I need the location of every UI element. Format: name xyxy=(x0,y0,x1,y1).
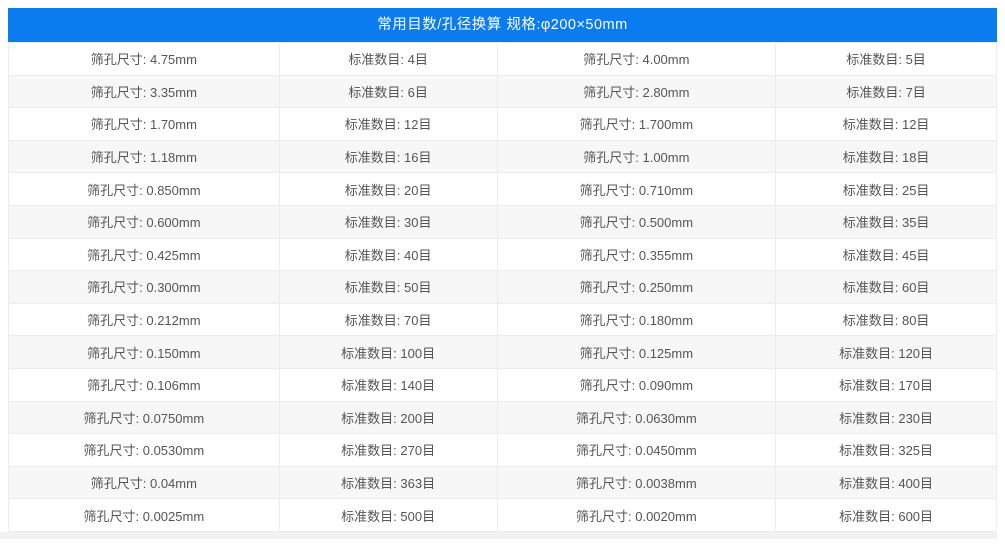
sieve-size-cell: 筛孔尺寸: 1.700mm xyxy=(496,107,777,141)
sieve-size-cell: 筛孔尺寸: 0.04mm xyxy=(8,465,280,500)
table-row: 筛孔尺寸: 0.0025mm 标准数目: 500目 筛孔尺寸: 0.0020mm… xyxy=(8,498,997,532)
sieve-size-cell: 筛孔尺寸: 0.0020mm xyxy=(496,498,777,532)
mesh-count-cell: 标准数目: 7目 xyxy=(775,74,997,109)
mesh-count-cell: 标准数目: 45目 xyxy=(775,237,997,272)
table-row: 筛孔尺寸: 0.850mm 标准数目: 20目 筛孔尺寸: 0.710mm 标准… xyxy=(8,172,997,206)
mesh-count-cell: 标准数目: 5目 xyxy=(775,42,997,76)
table-row: 筛孔尺寸: 0.0750mm 标准数目: 200目 筛孔尺寸: 0.0630mm… xyxy=(8,400,997,435)
sieve-size-cell: 筛孔尺寸: 4.75mm xyxy=(8,42,280,76)
mesh-count-cell: 标准数目: 100目 xyxy=(278,335,498,369)
sieve-size-cell: 筛孔尺寸: 0.090mm xyxy=(496,367,777,402)
mesh-count-cell: 标准数目: 270目 xyxy=(278,433,498,467)
mesh-count-cell: 标准数目: 35目 xyxy=(775,204,997,239)
mesh-count-cell: 标准数目: 40目 xyxy=(278,237,498,272)
sieve-size-cell: 筛孔尺寸: 0.250mm xyxy=(496,270,777,304)
mesh-count-cell: 标准数目: 170目 xyxy=(775,367,997,402)
sieve-size-cell: 筛孔尺寸: 1.70mm xyxy=(8,107,280,141)
sieve-size-cell: 筛孔尺寸: 0.150mm xyxy=(8,335,280,369)
mesh-count-cell: 标准数目: 70目 xyxy=(278,302,498,337)
bottom-page-strip xyxy=(0,531,997,539)
sieve-size-cell: 筛孔尺寸: 3.35mm xyxy=(8,74,280,109)
mesh-count-cell: 标准数目: 16目 xyxy=(278,139,498,174)
table-row: 筛孔尺寸: 3.35mm 标准数目: 6目 筛孔尺寸: 2.80mm 标准数目:… xyxy=(8,74,997,109)
mesh-count-cell: 标准数目: 140目 xyxy=(278,367,498,402)
sieve-size-cell: 筛孔尺寸: 0.300mm xyxy=(8,270,280,304)
table-title-bar: 常用目数/孔径换算 规格:φ200×50mm xyxy=(8,8,997,42)
table-row: 筛孔尺寸: 0.0530mm 标准数目: 270目 筛孔尺寸: 0.0450mm… xyxy=(8,433,997,467)
mesh-count-cell: 标准数目: 30目 xyxy=(278,204,498,239)
sieve-size-cell: 筛孔尺寸: 1.00mm xyxy=(496,139,777,174)
mesh-count-cell: 标准数目: 25目 xyxy=(775,172,997,206)
mesh-count-cell: 标准数目: 80目 xyxy=(775,302,997,337)
table-body: 筛孔尺寸: 4.75mm 标准数目: 4目 筛孔尺寸: 4.00mm 标准数目:… xyxy=(8,42,997,532)
mesh-count-cell: 标准数目: 4目 xyxy=(278,42,498,76)
sieve-size-cell: 筛孔尺寸: 0.355mm xyxy=(496,237,777,272)
sieve-size-cell: 筛孔尺寸: 0.125mm xyxy=(496,335,777,369)
table-row: 筛孔尺寸: 0.425mm 标准数目: 40目 筛孔尺寸: 0.355mm 标准… xyxy=(8,237,997,272)
table-row: 筛孔尺寸: 0.212mm 标准数目: 70目 筛孔尺寸: 0.180mm 标准… xyxy=(8,302,997,337)
sieve-size-cell: 筛孔尺寸: 0.212mm xyxy=(8,302,280,337)
sieve-size-cell: 筛孔尺寸: 4.00mm xyxy=(496,42,777,76)
mesh-count-cell: 标准数目: 600目 xyxy=(775,498,997,532)
sieve-size-cell: 筛孔尺寸: 0.0530mm xyxy=(8,433,280,467)
mesh-count-cell: 标准数目: 400目 xyxy=(775,465,997,500)
sieve-size-cell: 筛孔尺寸: 2.80mm xyxy=(496,74,777,109)
sieve-size-cell: 筛孔尺寸: 0.0450mm xyxy=(496,433,777,467)
mesh-count-cell: 标准数目: 50目 xyxy=(278,270,498,304)
sieve-size-cell: 筛孔尺寸: 0.0750mm xyxy=(8,400,280,435)
mesh-count-cell: 标准数目: 230目 xyxy=(775,400,997,435)
sieve-size-cell: 筛孔尺寸: 0.106mm xyxy=(8,367,280,402)
table-row: 筛孔尺寸: 0.04mm 标准数目: 363目 筛孔尺寸: 0.0038mm 标… xyxy=(8,465,997,500)
table-row: 筛孔尺寸: 1.70mm 标准数目: 12目 筛孔尺寸: 1.700mm 标准数… xyxy=(8,107,997,141)
mesh-aperture-conversion-table: 筛孔尺寸: 4.75mm 标准数目: 4目 筛孔尺寸: 4.00mm 标准数目:… xyxy=(8,42,997,532)
mesh-count-cell: 标准数目: 12目 xyxy=(775,107,997,141)
table-row: 筛孔尺寸: 4.75mm 标准数目: 4目 筛孔尺寸: 4.00mm 标准数目:… xyxy=(8,42,997,76)
sieve-size-cell: 筛孔尺寸: 0.710mm xyxy=(496,172,777,206)
mesh-count-cell: 标准数目: 6目 xyxy=(278,74,498,109)
table-row: 筛孔尺寸: 0.106mm 标准数目: 140目 筛孔尺寸: 0.090mm 标… xyxy=(8,367,997,402)
mesh-count-cell: 标准数目: 60目 xyxy=(775,270,997,304)
table-row: 筛孔尺寸: 1.18mm 标准数目: 16目 筛孔尺寸: 1.00mm 标准数目… xyxy=(8,139,997,174)
mesh-count-cell: 标准数目: 500目 xyxy=(278,498,498,532)
sieve-size-cell: 筛孔尺寸: 0.500mm xyxy=(496,204,777,239)
mesh-count-cell: 标准数目: 12目 xyxy=(278,107,498,141)
mesh-count-cell: 标准数目: 325目 xyxy=(775,433,997,467)
mesh-count-cell: 标准数目: 363目 xyxy=(278,465,498,500)
sieve-size-cell: 筛孔尺寸: 0.0025mm xyxy=(8,498,280,532)
sieve-size-cell: 筛孔尺寸: 0.0038mm xyxy=(496,465,777,500)
table-row: 筛孔尺寸: 0.150mm 标准数目: 100目 筛孔尺寸: 0.125mm 标… xyxy=(8,335,997,369)
mesh-count-cell: 标准数目: 200目 xyxy=(278,400,498,435)
mesh-count-cell: 标准数目: 18目 xyxy=(775,139,997,174)
mesh-count-cell: 标准数目: 20目 xyxy=(278,172,498,206)
mesh-count-cell: 标准数目: 120目 xyxy=(775,335,997,369)
sieve-size-cell: 筛孔尺寸: 0.180mm xyxy=(496,302,777,337)
table-row: 筛孔尺寸: 0.600mm 标准数目: 30目 筛孔尺寸: 0.500mm 标准… xyxy=(8,204,997,239)
sieve-size-cell: 筛孔尺寸: 0.0630mm xyxy=(496,400,777,435)
sieve-size-cell: 筛孔尺寸: 0.425mm xyxy=(8,237,280,272)
table-row: 筛孔尺寸: 0.300mm 标准数目: 50目 筛孔尺寸: 0.250mm 标准… xyxy=(8,270,997,304)
sieve-size-cell: 筛孔尺寸: 1.18mm xyxy=(8,139,280,174)
sieve-size-cell: 筛孔尺寸: 0.850mm xyxy=(8,172,280,206)
sieve-size-cell: 筛孔尺寸: 0.600mm xyxy=(8,204,280,239)
page-container: 常用目数/孔径换算 规格:φ200×50mm 筛孔尺寸: 4.75mm 标准数目… xyxy=(8,8,997,532)
